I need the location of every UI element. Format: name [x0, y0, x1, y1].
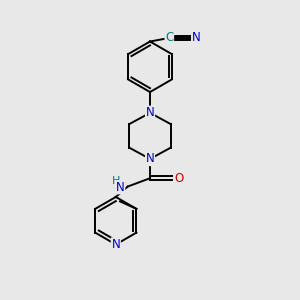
Text: N: N [116, 181, 125, 194]
Text: N: N [146, 106, 154, 119]
Text: O: O [174, 172, 184, 185]
Text: N: N [111, 238, 120, 251]
Text: N: N [146, 152, 154, 165]
Text: C: C [165, 32, 173, 44]
Text: H: H [112, 176, 121, 186]
Text: N: N [192, 32, 200, 44]
